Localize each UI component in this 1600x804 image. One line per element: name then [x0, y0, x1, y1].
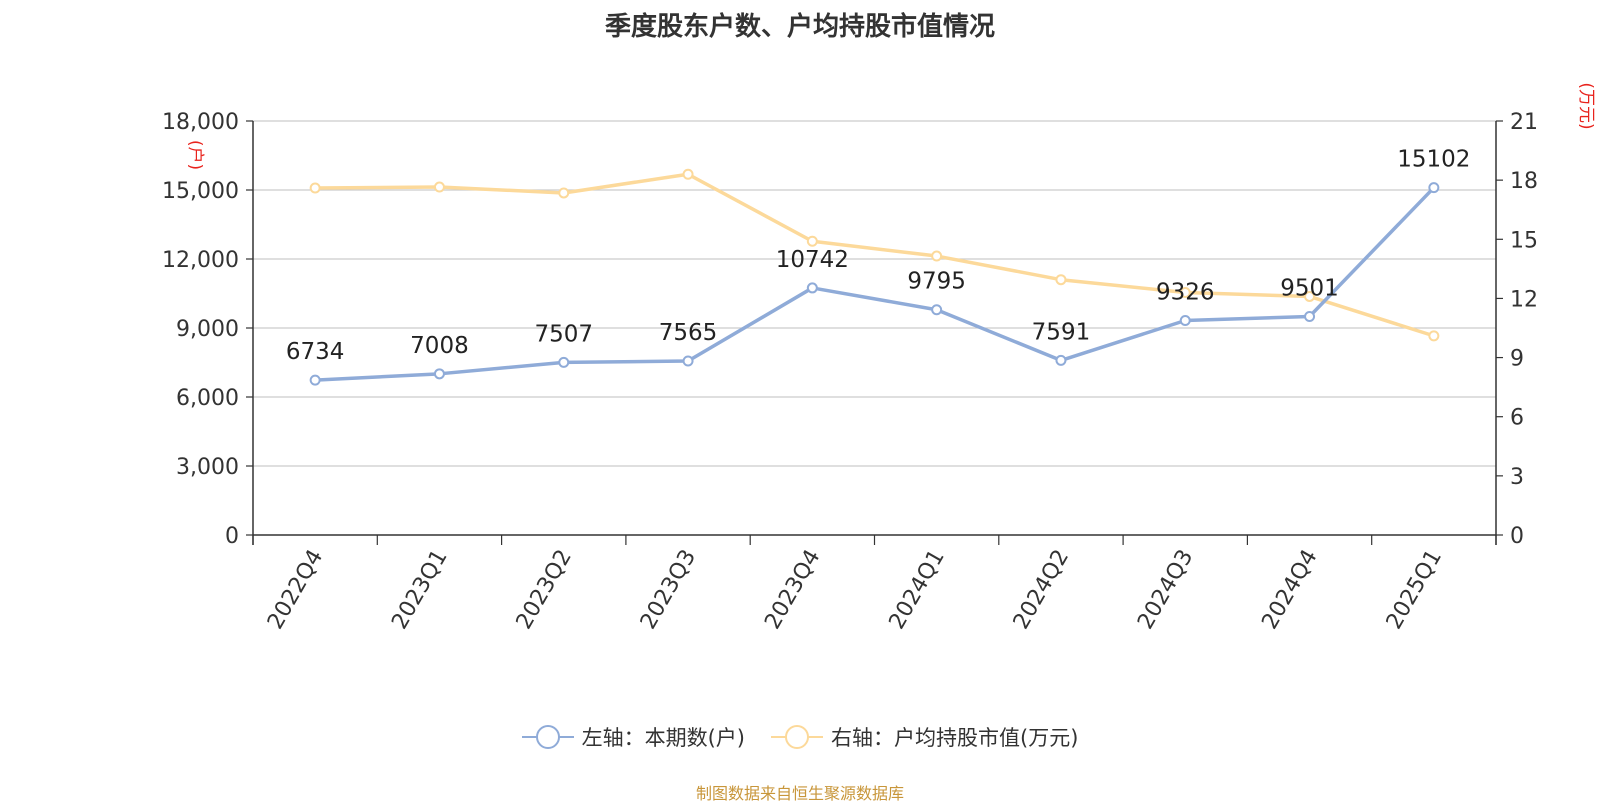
left-series-point [931, 304, 943, 316]
left-tick-label: 12,000 [162, 248, 239, 273]
series-layer [309, 168, 1440, 386]
right-series-point [1304, 290, 1316, 302]
legend-swatch-left-icon [521, 725, 574, 749]
legend-label-right: 右轴：户均持股市值(万元) [831, 726, 1079, 750]
right-series-point [309, 182, 321, 194]
left-series-point [309, 374, 321, 386]
x-tick-label: 2025Q1 [1382, 546, 1447, 634]
data-label: 9326 [1156, 280, 1215, 306]
x-tick-label: 2023Q2 [512, 546, 577, 634]
right-series-point [558, 187, 570, 199]
right-series-point [1055, 274, 1067, 286]
x-tick-label: 2022Q4 [263, 546, 328, 634]
data-label: 7008 [410, 333, 469, 359]
axis-layer: 0 3,000 6,000 9,000 12,000 15,000 18,000 0 3 6 9 12… [162, 82, 1596, 633]
right-tick-label: 6 [1510, 406, 1524, 431]
source-note: 制图数据来自恒生聚源数据库 [695, 784, 904, 803]
x-tick-label: 2023Q4 [760, 546, 825, 634]
grid-layer [253, 120, 1496, 467]
left-series-point [1179, 315, 1191, 327]
left-series-point [806, 282, 818, 294]
right-tick-label: 12 [1510, 287, 1538, 312]
left-series-line [315, 186, 1436, 382]
data-label: 7591 [1032, 319, 1091, 345]
right-series-point [1428, 330, 1440, 342]
left-tick-label: 3,000 [176, 455, 239, 480]
right-tick-label: 3 [1510, 465, 1524, 490]
right-series-point [682, 168, 694, 180]
right-series-point [931, 250, 943, 262]
right-tick-label: 9 [1510, 347, 1524, 372]
left-series-point [1055, 354, 1067, 366]
label-layer: 6734 7008 7507 7565 10742 9795 7591 9326 9501 151… [286, 147, 1471, 365]
legend-item-right-series[interactable]: 右轴：户均持股市值(万元) [771, 722, 1078, 752]
legend-label-left: 左轴：本期数(户) [581, 726, 745, 750]
left-axis-unit: (户) [185, 140, 205, 170]
x-tick-label: 2024Q3 [1133, 546, 1198, 634]
left-series-point [1304, 310, 1316, 322]
x-tick-label: 2024Q2 [1009, 546, 1074, 634]
left-series-point [558, 356, 570, 368]
left-tick-label: 9,000 [176, 317, 239, 342]
left-series-point [682, 355, 694, 367]
right-tick-label: 18 [1510, 169, 1538, 194]
left-tick-label: 18,000 [162, 110, 239, 135]
right-axis-unit: (万元) [1576, 82, 1596, 129]
right-tick-label: 21 [1510, 110, 1538, 135]
left-tick-label: 15,000 [162, 179, 239, 204]
chart-title: 季度股东户数、户均持股市值情况 [604, 12, 995, 42]
data-label: 9795 [907, 269, 966, 295]
x-tick-label: 2023Q3 [636, 546, 701, 634]
x-tick-label: 2023Q1 [387, 546, 452, 634]
left-series-point [433, 368, 445, 380]
data-label: 15102 [1397, 147, 1470, 173]
data-label: 7565 [659, 320, 718, 346]
data-label: 10742 [776, 247, 849, 273]
legend: 左轴：本期数(户) 右轴：户均持股市值(万元) [0, 722, 1600, 752]
left-tick-label: 0 [225, 524, 239, 549]
legend-item-left-series[interactable]: 左轴：本期数(户) [521, 722, 745, 752]
data-label: 9501 [1280, 275, 1339, 301]
data-label: 6734 [286, 339, 345, 365]
x-tick-label: 2024Q1 [885, 546, 950, 634]
x-tick-label: 2024Q4 [1257, 546, 1322, 634]
right-series-point [1179, 287, 1191, 299]
right-series-line [315, 172, 1435, 338]
left-tick-label: 6,000 [176, 386, 239, 411]
right-tick-label: 0 [1510, 524, 1524, 549]
right-series-point [806, 235, 818, 247]
right-series-point [433, 181, 445, 193]
legend-swatch-right-icon [771, 725, 823, 749]
data-label: 7507 [534, 321, 593, 347]
left-series-point [1428, 182, 1440, 194]
right-tick-label: 15 [1510, 228, 1538, 253]
